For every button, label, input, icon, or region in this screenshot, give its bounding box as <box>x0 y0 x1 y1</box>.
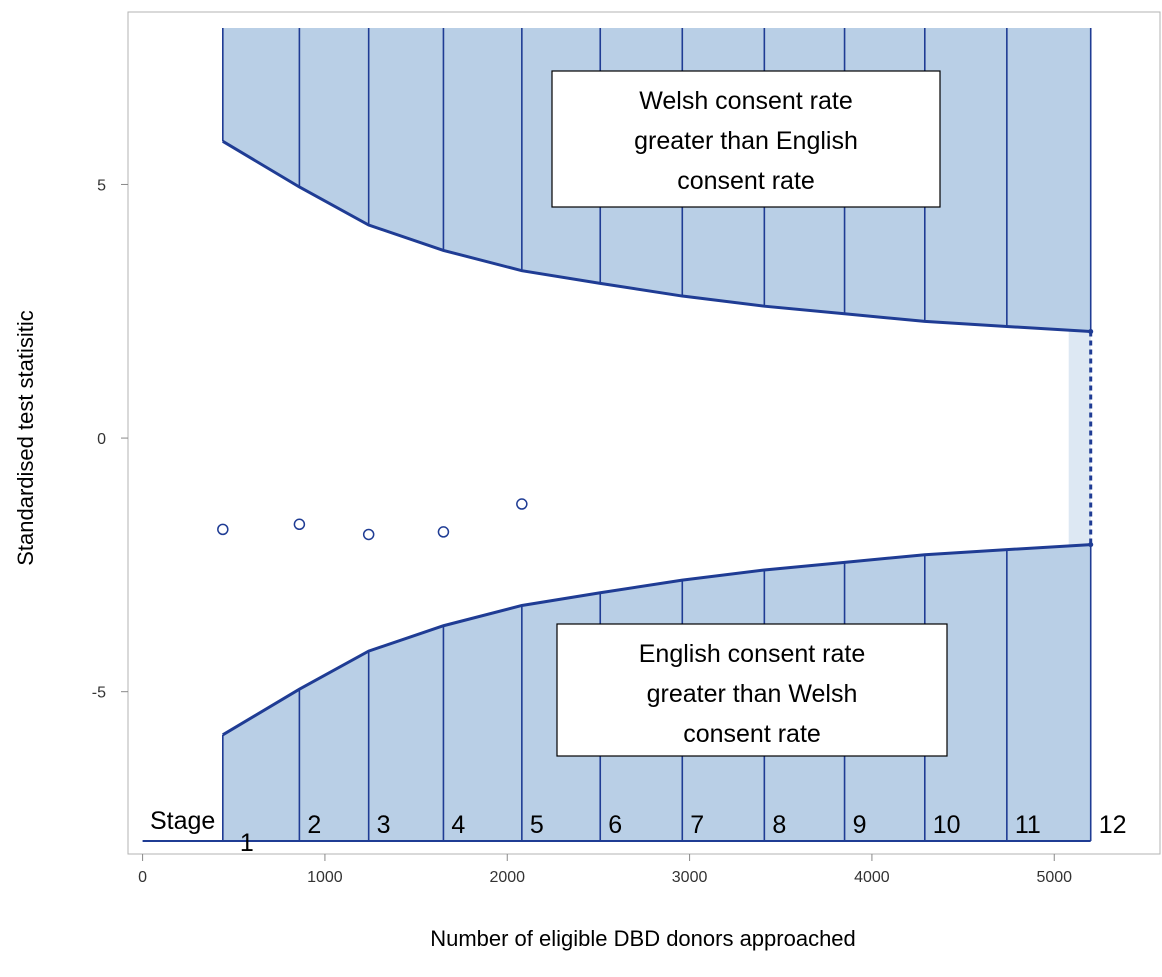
x-tick-label: 2000 <box>489 869 525 886</box>
annotation-box <box>551 70 941 208</box>
x-tick-label: 5000 <box>1036 869 1072 886</box>
observed-point <box>516 498 528 510</box>
stage-number-label: 10 <box>933 811 961 839</box>
x-tick-label: 1000 <box>307 869 343 886</box>
region-annotations: Welsh consent rate greater than English co… <box>551 70 948 757</box>
x-tick-label: 3000 <box>672 869 708 886</box>
axis-ticks: 0 1000 2000 3000 4000 5000 -5 0 5 <box>92 177 1072 886</box>
final-stage-acceptance-band <box>1068 331 1091 545</box>
stage-number-label: 11 <box>1015 811 1041 839</box>
stage-number-label: 3 <box>377 811 391 839</box>
stage-number-label: 9 <box>853 811 867 839</box>
stage-number-label: 4 <box>451 811 465 839</box>
annotation-line: greater than English <box>634 127 858 155</box>
x-tick-label: 4000 <box>854 869 890 886</box>
annotation-box <box>556 623 948 757</box>
annotation-line: greater than Welsh <box>647 680 858 708</box>
observed-point <box>293 518 306 531</box>
stage-number-label: 1 <box>240 829 254 857</box>
stage-number-label: 2 <box>307 811 321 839</box>
stage-number-label: 6 <box>608 811 622 839</box>
annotation-line: consent rate <box>683 720 821 748</box>
y-tick-label: 5 <box>97 177 106 194</box>
stage-number-label: 7 <box>690 811 704 839</box>
lower-boundary-line <box>222 543 1091 737</box>
english-greater-annotation: English consent rate greater than Welsh co… <box>556 623 948 757</box>
annotation-line: English consent rate <box>639 640 866 668</box>
plot-frame <box>127 11 1161 855</box>
observed-point <box>217 523 229 536</box>
observed-points <box>217 498 528 541</box>
stage-number-label: 8 <box>772 811 786 839</box>
plot-area-border <box>127 11 1161 855</box>
y-tick-label: -5 <box>92 685 106 702</box>
final-upper-marker <box>1088 329 1094 335</box>
y-tick-label: 0 <box>97 431 106 448</box>
welsh-greater-annotation: Welsh consent rate greater than English co… <box>551 70 941 208</box>
final-lower-marker <box>1088 542 1094 548</box>
observed-point <box>437 526 450 538</box>
annotation-line: Welsh consent rate <box>639 87 853 115</box>
stage-number-label: 5 <box>530 811 544 839</box>
upper-boundary-line <box>222 140 1091 334</box>
y-axis-title: Standardised test statisitic <box>13 310 38 566</box>
x-tick-label: 0 <box>138 869 147 886</box>
annotation-line: consent rate <box>677 167 815 195</box>
stage-number-label: 12 <box>1099 811 1127 839</box>
stage-word-label: Stage <box>150 807 215 835</box>
x-axis-title: Number of eligible DBD donors approached <box>430 926 856 951</box>
observed-point <box>362 528 375 541</box>
